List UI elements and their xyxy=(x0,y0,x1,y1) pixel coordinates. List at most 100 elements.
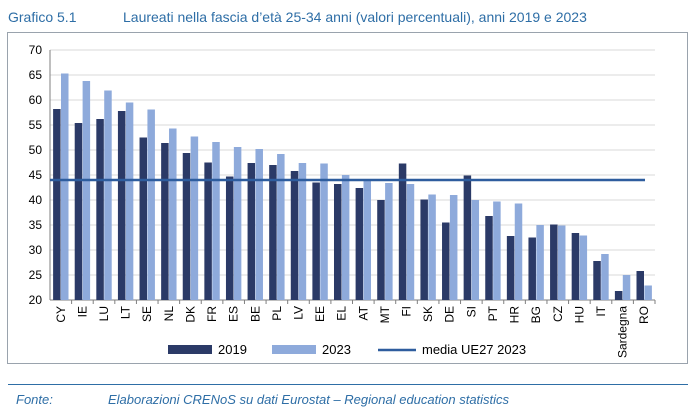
bar-2019-cz xyxy=(550,224,558,300)
x-tick-label: AT xyxy=(356,305,370,320)
x-tick-label: DE xyxy=(443,306,457,323)
y-tick-label: 50 xyxy=(29,143,43,157)
chart-header: Grafico 5.1 Laureati nella fascia d’età … xyxy=(8,6,587,28)
legend-2023-label: 2023 xyxy=(322,342,351,357)
bar-2023-ro xyxy=(644,285,652,300)
y-tick-label: 45 xyxy=(29,168,43,182)
x-tick-label: EE xyxy=(313,306,327,322)
footer-divider xyxy=(8,384,688,385)
bar-2019-fi xyxy=(398,163,407,300)
bar-2023-ee xyxy=(320,163,328,300)
bar-2023-it xyxy=(601,254,609,300)
bar-2023-fr xyxy=(212,142,220,300)
chart-title: Laureati nella fascia d’età 25-34 anni (… xyxy=(123,9,587,25)
bar-2019-lv xyxy=(290,171,299,300)
bar-2023-bg xyxy=(536,225,544,300)
bar-2023-dk xyxy=(190,136,199,300)
x-tick-label: SK xyxy=(421,306,435,322)
bar-2023-lu xyxy=(104,90,112,300)
y-tick-label: 65 xyxy=(29,68,43,82)
legend-2019-swatch xyxy=(168,345,212,354)
bar-2019-ie xyxy=(74,123,83,300)
bar-2023-hu xyxy=(579,235,588,300)
bar-2023-at xyxy=(363,180,372,300)
bar-2023-es xyxy=(233,147,242,300)
chart-footer: Fonte: Elaborazioni CRENoS su dati Euros… xyxy=(16,392,509,407)
x-tick-label: FR xyxy=(205,306,219,322)
x-tick-label: PT xyxy=(486,305,500,321)
bar-2019-be xyxy=(247,163,256,300)
x-tick-label: CY xyxy=(54,306,68,323)
bar-2019-at xyxy=(355,188,364,300)
y-tick-label: 70 xyxy=(29,43,43,57)
x-tick-label: CZ xyxy=(551,306,565,322)
bar-2019-sardegna xyxy=(614,291,623,300)
bar-2019-hu xyxy=(571,233,580,300)
bar-2023-lt xyxy=(125,102,134,300)
y-tick-label: 30 xyxy=(29,243,43,257)
bar-2023-pt xyxy=(493,201,501,300)
bar-2023-lv xyxy=(298,163,307,300)
bar-2023-be xyxy=(255,149,263,300)
source-label: Fonte: xyxy=(16,392,53,407)
bar-2023-mt xyxy=(385,183,393,300)
bar-2023-se xyxy=(147,109,155,300)
y-tick-label: 35 xyxy=(29,218,43,232)
bar-2019-se xyxy=(139,137,148,300)
y-tick-label: 55 xyxy=(29,118,43,132)
x-tick-label: MT xyxy=(378,305,392,323)
bar-2019-mt xyxy=(377,200,385,300)
bar-2019-bg xyxy=(528,237,536,300)
bar-2019-lt xyxy=(117,111,126,300)
bar-2019-si xyxy=(463,175,472,300)
y-tick-label: 20 xyxy=(29,293,43,307)
x-tick-label: LU xyxy=(97,306,111,321)
x-tick-label: SI xyxy=(464,306,478,317)
bar-2019-fr xyxy=(204,162,212,300)
x-tick-label: ES xyxy=(227,306,241,322)
bar-2019-pl xyxy=(269,165,277,300)
x-tick-label: IT xyxy=(594,305,608,316)
bar-2023-de xyxy=(449,195,458,300)
x-tick-label: IE xyxy=(75,306,89,317)
x-tick-label: BG xyxy=(529,306,543,323)
y-tick-label: 60 xyxy=(29,93,43,107)
bar-2019-sk xyxy=(420,199,428,300)
bar-2023-nl xyxy=(169,128,177,300)
x-tick-label: LV xyxy=(291,306,305,320)
bar-2023-si xyxy=(471,200,480,300)
bar-2019-lu xyxy=(96,119,104,300)
bar-2019-pt xyxy=(485,216,493,300)
bar-chart: 20 25 30 35 40 45 50 55 60 65 70 CY IE LU LT SE NL DK FR ES… xyxy=(29,43,656,358)
legend-media-ue27-label: media UE27 2023 xyxy=(422,342,526,357)
x-tick-label: BE xyxy=(248,306,262,322)
bar-2023-pl xyxy=(277,154,285,300)
x-tick-label: HR xyxy=(508,306,522,324)
bar-2019-ee xyxy=(312,182,320,300)
bar-2019-nl xyxy=(161,143,169,300)
x-tick-label: SE xyxy=(140,306,154,322)
bar-2019-hr xyxy=(506,236,515,300)
x-tick-label: Sardegna xyxy=(616,306,630,358)
x-tick-label: HU xyxy=(572,306,586,323)
bar-2023-cy xyxy=(61,73,69,300)
bar-2019-it xyxy=(593,261,601,300)
bar-2019-el xyxy=(333,184,342,300)
y-tick-label: 40 xyxy=(29,193,43,207)
bar-2019-de xyxy=(442,222,450,300)
source-text: Elaborazioni CRENoS su dati Eurostat – R… xyxy=(108,392,510,407)
bar-2019-dk xyxy=(182,153,191,300)
bar-2023-cz xyxy=(557,225,566,300)
bar-2023-fi xyxy=(406,184,415,300)
x-tick-label: DK xyxy=(183,306,197,323)
bar-2019-cy xyxy=(53,109,61,300)
bar-2019-es xyxy=(225,176,234,300)
bar-2023-hr xyxy=(514,203,523,300)
bar-2023-sk xyxy=(428,194,436,300)
x-tick-label: EL xyxy=(335,306,349,321)
bar-2023-ie xyxy=(82,81,91,300)
bar-2019-ro xyxy=(636,271,644,300)
x-tick-label: PL xyxy=(270,306,284,321)
figure-number: Grafico 5.1 xyxy=(8,9,77,25)
legend-2019-label: 2019 xyxy=(218,342,247,357)
